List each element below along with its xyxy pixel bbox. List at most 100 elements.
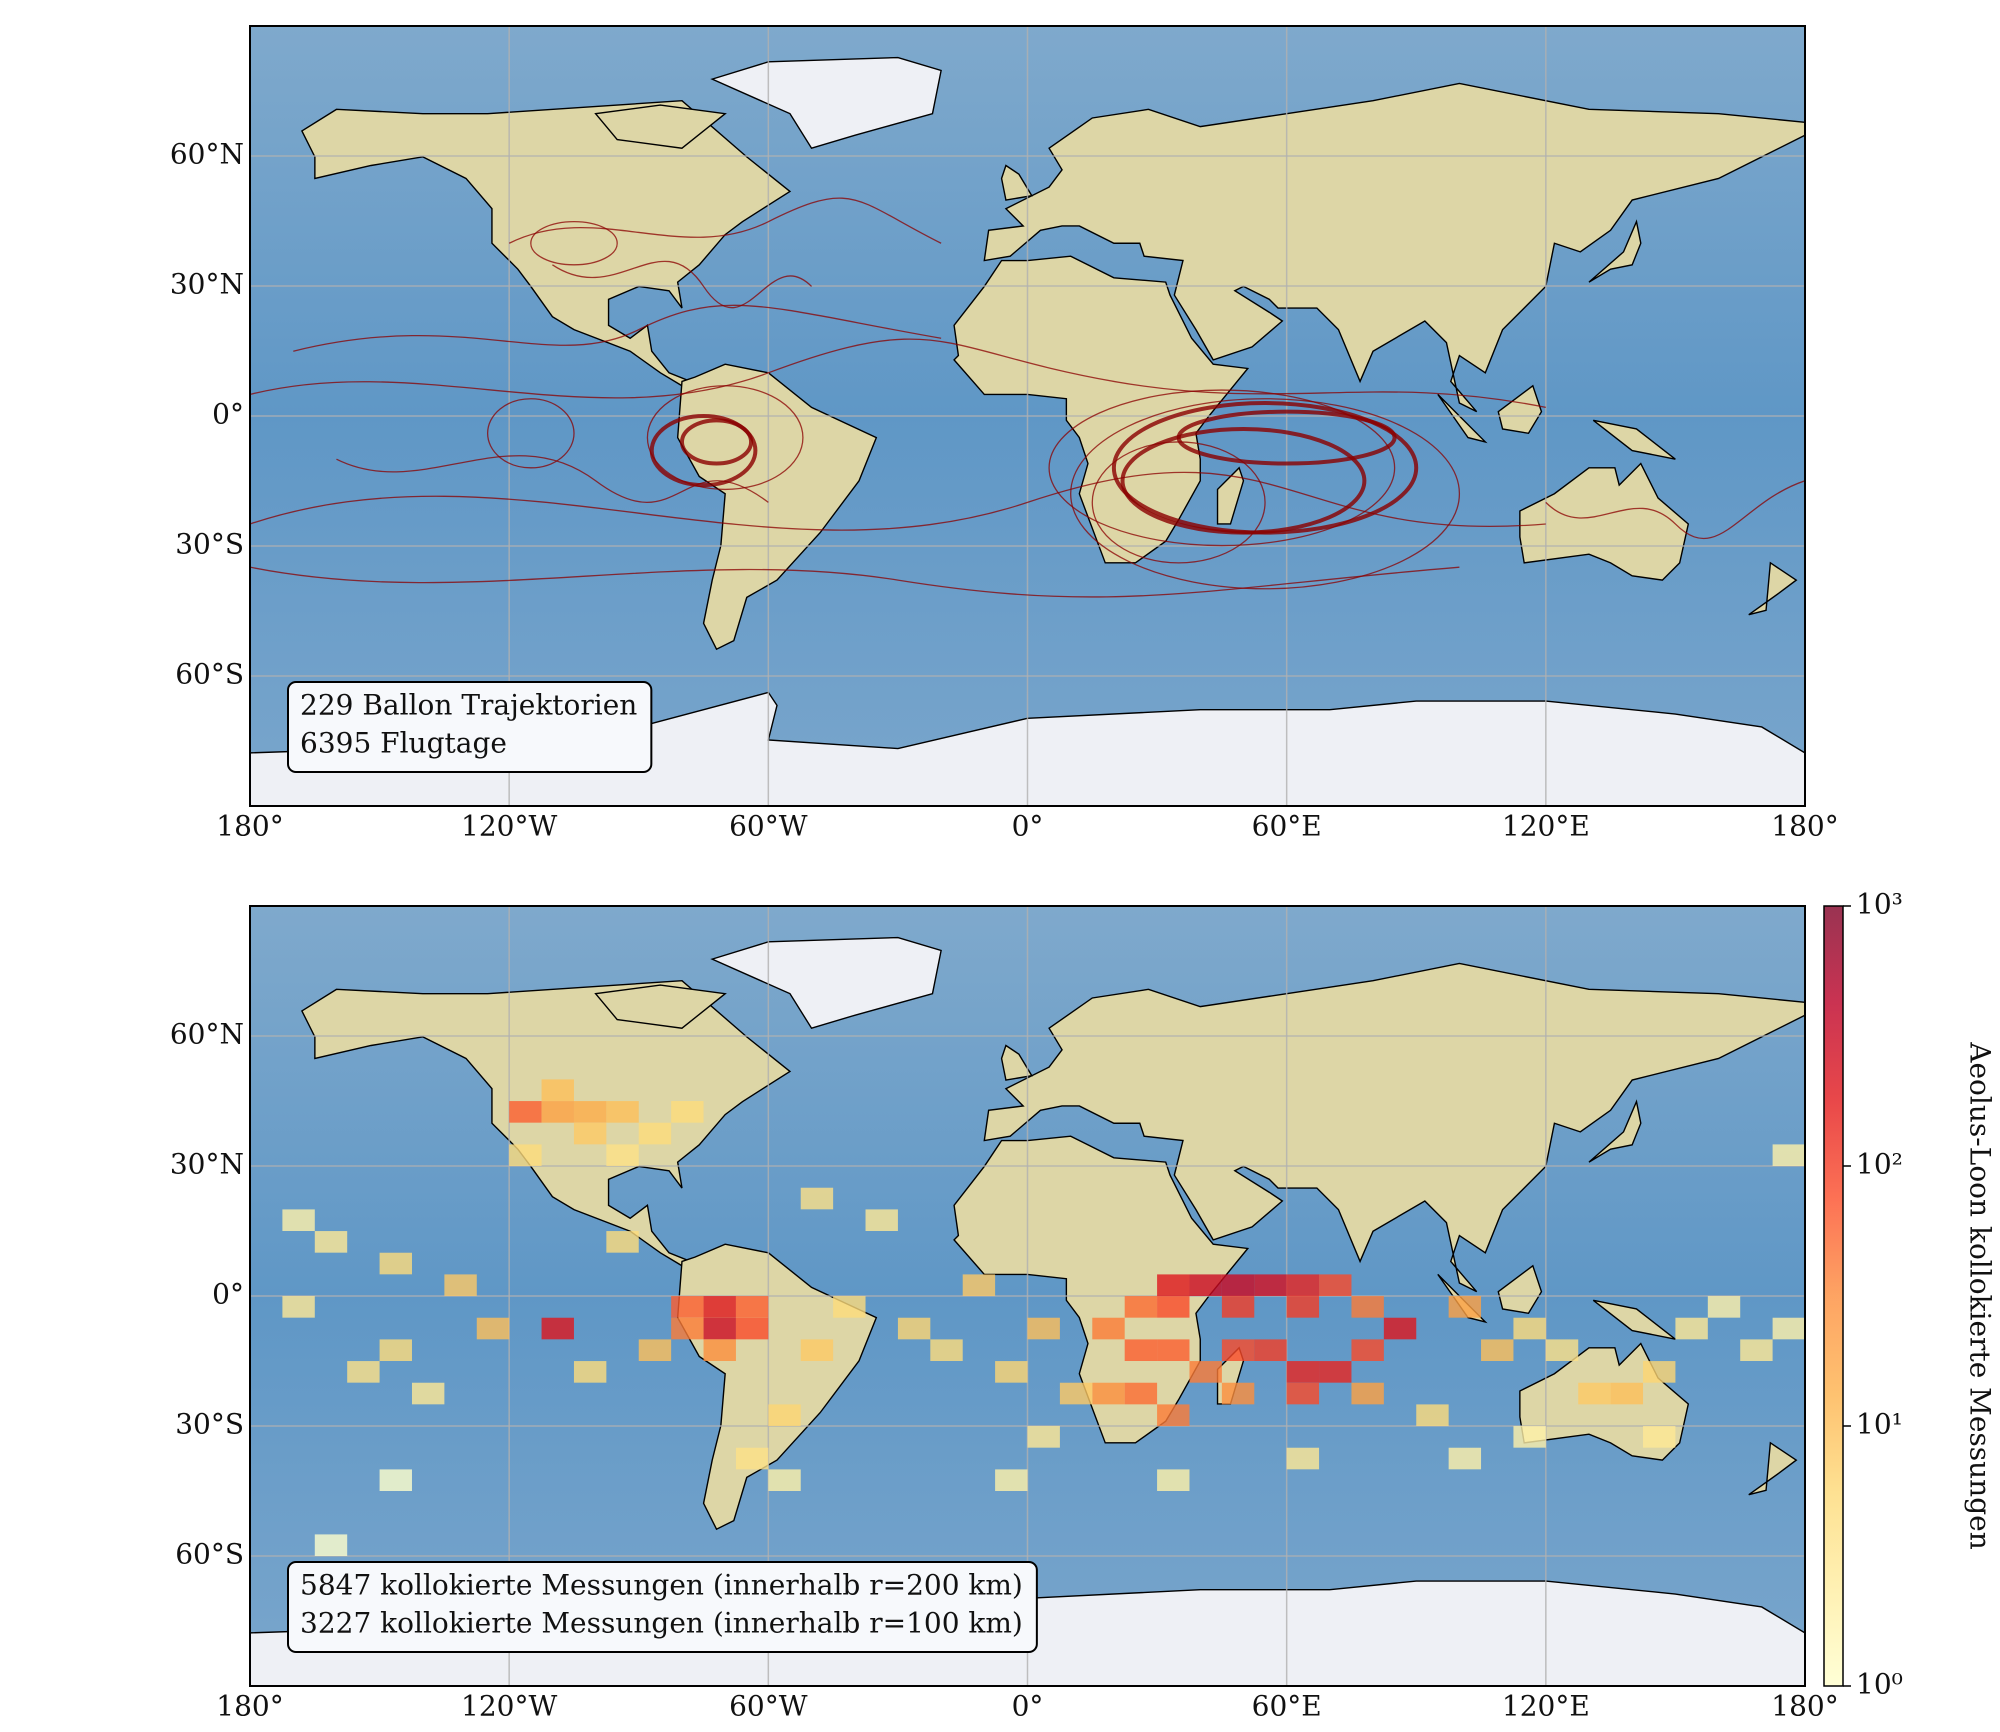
y-tick-label: 60°N: [170, 138, 244, 171]
x-tick-label: 0°: [1012, 1690, 1044, 1723]
heatmap-cell: [541, 1317, 574, 1340]
heatmap-cell: [735, 1317, 769, 1340]
heatmap-cell: [930, 1339, 963, 1361]
heatmap-cell: [606, 1101, 639, 1123]
heatmap-cell: [509, 1101, 542, 1123]
heatmap-cell: [638, 1339, 672, 1361]
map-top: 229 Ballon Trajektorien 6395 Flugtage: [250, 26, 1805, 806]
colorbar: 10⁰ 10¹ 10² 10³: [1823, 888, 1903, 1701]
heatmap-cell: [995, 1469, 1028, 1491]
heatmap-cell: [800, 1339, 834, 1361]
heatmap-cell: [735, 1296, 769, 1318]
annotation: 229 Ballon Trajektorien 6395 Flugtage: [287, 681, 653, 773]
heatmap-cell: [573, 1101, 607, 1123]
heatmap-cell: [606, 1144, 639, 1166]
heatmap-cell: [1351, 1382, 1384, 1405]
heatmap-cell: [347, 1361, 380, 1383]
x-tick-label: 120°W: [461, 810, 557, 843]
heatmap-cell: [1772, 1317, 1805, 1340]
heatmap-cell: [671, 1317, 704, 1340]
heatmap-cell: [1319, 1361, 1352, 1383]
heatmap-cell: [1157, 1469, 1190, 1491]
heatmap-cell: [1286, 1447, 1320, 1470]
heatmap-cell: [1383, 1317, 1417, 1340]
heatmap-cell: [1772, 1144, 1805, 1166]
grid: [250, 26, 1805, 806]
heatmap-cell: [703, 1317, 736, 1340]
annotation-text: 6395 Flugtage: [300, 727, 507, 760]
heatmap-cell: [1286, 1296, 1320, 1318]
heatmap-cell: [1221, 1274, 1255, 1296]
heatmap-cell: [314, 1231, 348, 1253]
y-tick-label: 0°: [212, 398, 244, 431]
colorbar-scale: [1823, 905, 1844, 1687]
heatmap-cell: [509, 1144, 542, 1166]
heatmap-cell: [541, 1079, 574, 1101]
annotation-text: 3227 kollokierte Messungen (innerhalb r=…: [300, 1607, 1023, 1640]
heatmap-cell: [1124, 1339, 1158, 1361]
heatmap-cell: [1027, 1317, 1060, 1340]
heatmap-cell: [703, 1296, 736, 1318]
heatmap-cell: [671, 1296, 704, 1318]
y-tick-label: 30°S: [175, 528, 244, 561]
x-tick-label: 0°: [1012, 810, 1044, 843]
heatmap-cell: [282, 1209, 315, 1231]
heatmap-cell: [1448, 1447, 1482, 1470]
heatmap-cell: [1578, 1382, 1611, 1405]
heatmap-cell: [314, 1534, 348, 1556]
heatmap-cell: [1124, 1296, 1158, 1318]
heatmap-cell: [1254, 1339, 1287, 1361]
x-tick-label: 60°E: [1252, 810, 1322, 843]
heatmap-cell: [1448, 1296, 1482, 1318]
heatmap-cell: [573, 1361, 607, 1383]
heatmap-cell: [1124, 1382, 1158, 1405]
y-tick-label: 30°S: [175, 1408, 244, 1441]
heatmap-cell: [1157, 1404, 1190, 1426]
heatmap-cell: [1157, 1274, 1190, 1296]
ticks: 180° 120°W 60°W 0° 60°E 120°E 180° 60°N 30°N 0° 30…: [170, 138, 1839, 843]
heatmap-cell: [897, 1317, 931, 1340]
heatmap-cell: [1221, 1339, 1255, 1361]
x-tick-label: 180°: [216, 810, 283, 843]
x-tick-label: 60°W: [729, 810, 808, 843]
heatmap-cell: [1513, 1317, 1546, 1340]
heatmap-cell: [1059, 1382, 1093, 1405]
heatmap-cell: [865, 1209, 898, 1231]
colorbar-label: Aeolus-Loon kollokierte Messungen: [1964, 1041, 1997, 1549]
x-tick-label: 180°: [1771, 810, 1838, 843]
heatmap-cell: [1545, 1339, 1579, 1361]
x-tick-label: 60°W: [729, 1690, 808, 1723]
colorbar-tick-label: 10⁰: [1856, 1668, 1903, 1701]
x-tick-label: 120°E: [1502, 810, 1590, 843]
y-tick-label: 30°N: [170, 268, 244, 301]
heatmap-cell: [1092, 1382, 1125, 1405]
ticks: 180° 120°W 60°W 0° 60°E 120°E 180° 60°N 30°N 0° 30…: [170, 1018, 1839, 1723]
heatmap-cell: [1513, 1426, 1546, 1448]
heatmap-cell: [1481, 1339, 1514, 1361]
heatmap-cell: [1286, 1361, 1320, 1383]
frame: [249, 25, 1806, 807]
heatmap-cell: [1286, 1382, 1320, 1405]
heatmap-cell: [1092, 1317, 1125, 1340]
heatmap-cell: [1157, 1339, 1190, 1361]
y-tick-label: 60°S: [175, 658, 244, 691]
heatmap-cell: [1643, 1426, 1676, 1448]
colorbar-tick-label: 10¹: [1856, 1408, 1903, 1441]
heatmap-cell: [379, 1339, 412, 1361]
x-tick-label: 120°W: [461, 1690, 557, 1723]
annotation-box: [287, 1561, 1038, 1653]
heatmap-cell: [573, 1122, 607, 1145]
heatmap-cell: [606, 1231, 639, 1253]
grid: [250, 906, 1805, 1686]
heatmap-cell: [833, 1296, 866, 1318]
heatmap-cell: [1286, 1274, 1320, 1296]
map-bottom: 5847 kollokierte Messungen (innerhalb r=…: [250, 906, 1805, 1686]
heatmap-cell: [1675, 1317, 1708, 1340]
heatmap-cell: [1157, 1296, 1190, 1318]
heatmap-cell: [411, 1382, 445, 1405]
colorbar-tick-label: 10³: [1856, 888, 1903, 921]
heatmap-cell: [800, 1187, 834, 1210]
heatmap-cell: [1221, 1382, 1255, 1405]
y-tick-label: 30°N: [170, 1148, 244, 1181]
